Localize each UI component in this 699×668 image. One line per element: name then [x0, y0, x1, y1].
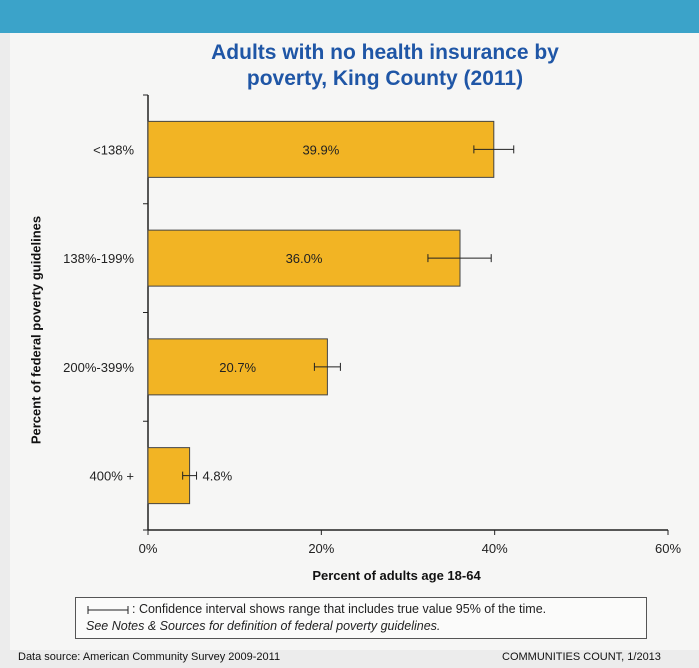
chart-title: Adults with no health insurance by pover… [211, 41, 559, 90]
bar [147, 338, 328, 396]
x-tick-label: 40% [482, 541, 508, 556]
data-label: 36.0% [286, 251, 323, 266]
category-label: 200%-399% [63, 360, 134, 375]
x-tick-label: 20% [308, 541, 334, 556]
bar [147, 229, 461, 287]
category-label: <138% [93, 142, 134, 157]
confidence-interval-note: : Confidence interval shows range that i… [75, 597, 647, 639]
data-label: 39.9% [302, 142, 339, 157]
y-axis-title: Percent of federal poverty guidelines [28, 215, 44, 445]
note-line-2: See Notes & Sources for definition of fe… [86, 619, 441, 633]
data-source: Data source: American Community Survey 2… [18, 651, 281, 663]
bar [147, 120, 495, 178]
error-bar-icon [87, 605, 129, 614]
data-label: 4.8% [203, 469, 233, 484]
x-axis-title: Percent of adults age 18-64 [312, 568, 481, 583]
note-line-1: : Confidence interval shows range that i… [132, 602, 547, 616]
data-label: 20.7% [219, 360, 256, 375]
category-label: 400% + [90, 469, 134, 484]
top-color-band [0, 0, 699, 33]
x-tick-label: 60% [655, 541, 681, 556]
x-tick-label: 0% [139, 541, 158, 556]
category-label: 138%-199% [63, 251, 134, 266]
credit-line: COMMUNITIES COUNT, 1/2013 [502, 651, 661, 663]
